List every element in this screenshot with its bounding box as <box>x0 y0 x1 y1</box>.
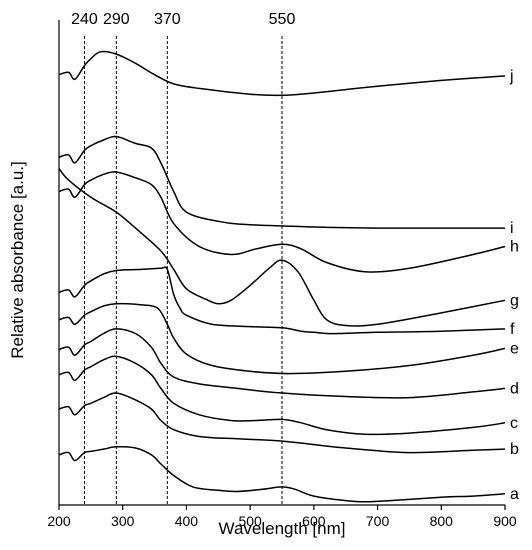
series-label-h: h <box>510 238 519 255</box>
series-line-e <box>58 302 506 375</box>
x-tick-label-500: 500 <box>238 513 262 529</box>
reference-label-240: 240 <box>71 11 98 28</box>
x-ticks: 200 300 400 500 600 700 800 900 <box>47 505 517 529</box>
x-tick-label-800: 800 <box>430 513 454 529</box>
x-axis-title: Wavelength [nm] <box>219 519 346 538</box>
series-label-c: c <box>510 415 518 432</box>
reference-label-290: 290 <box>103 11 130 28</box>
x-tick-label-300: 300 <box>111 513 135 529</box>
series-label-g: g <box>510 292 519 309</box>
series-line-b <box>58 392 506 454</box>
reference-label-370: 370 <box>154 11 181 28</box>
y-axis-title: Relative absorbance [a.u.] <box>8 161 27 359</box>
x-tick-label-900: 900 <box>493 513 517 529</box>
series-line-d <box>58 328 506 399</box>
series-label-a: a <box>510 486 519 503</box>
series-line-g <box>58 168 506 327</box>
series-label-i: i <box>510 220 514 237</box>
series-line-j <box>58 50 506 97</box>
reference-label-550: 550 <box>269 11 296 28</box>
series-label-j: j <box>509 68 514 85</box>
series-label-d: d <box>510 380 519 397</box>
series-line-a <box>58 445 506 503</box>
x-tick-label-400: 400 <box>175 513 199 529</box>
series-line-i <box>58 135 505 229</box>
series-line-f <box>58 266 506 335</box>
reference-line-labels: 240 290 370 550 <box>71 11 295 28</box>
series-label-e: e <box>510 340 519 357</box>
x-tick-label-700: 700 <box>366 513 390 529</box>
series-labels: a bc d efg hi j <box>509 68 519 503</box>
x-tick-label-200: 200 <box>47 513 71 529</box>
series-label-f: f <box>510 321 515 338</box>
x-tick-label-600: 600 <box>302 513 326 529</box>
series-curves <box>58 50 506 503</box>
series-label-b: b <box>510 441 519 458</box>
series-line-h <box>58 171 506 273</box>
series-line-c <box>58 355 506 436</box>
